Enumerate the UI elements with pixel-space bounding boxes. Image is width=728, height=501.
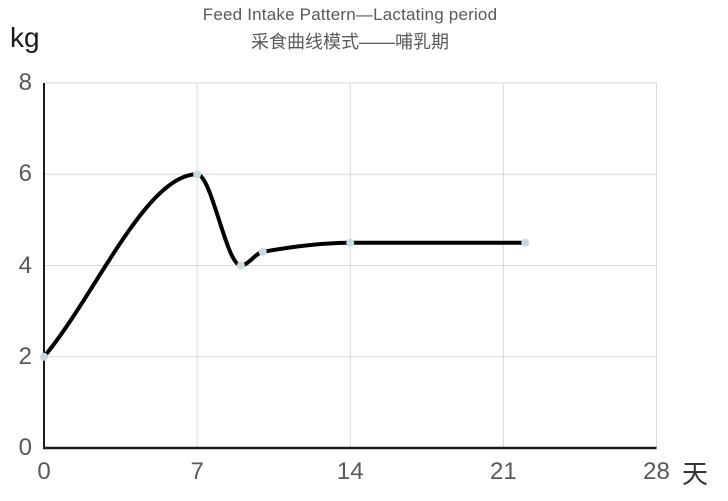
y-axis-unit-label: kg (10, 22, 40, 53)
data-point-marker (193, 170, 202, 179)
y-axis-tick-label: 8 (18, 69, 32, 96)
x-axis-tick-label: 14 (336, 458, 364, 485)
y-axis-tick-label: 4 (18, 251, 32, 279)
chart-title: Feed Intake Pattern—Lactating period (202, 5, 498, 24)
data-point-marker (236, 261, 245, 270)
y-axis-tick-label: 2 (18, 342, 32, 370)
data-point-marker (521, 238, 530, 247)
feed-intake-curve (42, 172, 528, 359)
x-axis-unit-label: 天 (682, 459, 709, 489)
data-point-marker (346, 238, 355, 247)
x-axis-tick-label: 28 (643, 458, 670, 485)
data-point-marker (258, 247, 267, 256)
x-axis-tick-label: 0 (37, 458, 51, 485)
x-axis-tick-label: 7 (190, 458, 204, 485)
chart-subtitle: 采食曲线模式——哺乳期 (251, 32, 449, 52)
y-axis-tick-label: 6 (18, 160, 32, 188)
x-axis-tick-label: 21 (490, 458, 517, 485)
y-axis-tick-label: 0 (18, 434, 32, 461)
data-point-marker (40, 352, 48, 361)
